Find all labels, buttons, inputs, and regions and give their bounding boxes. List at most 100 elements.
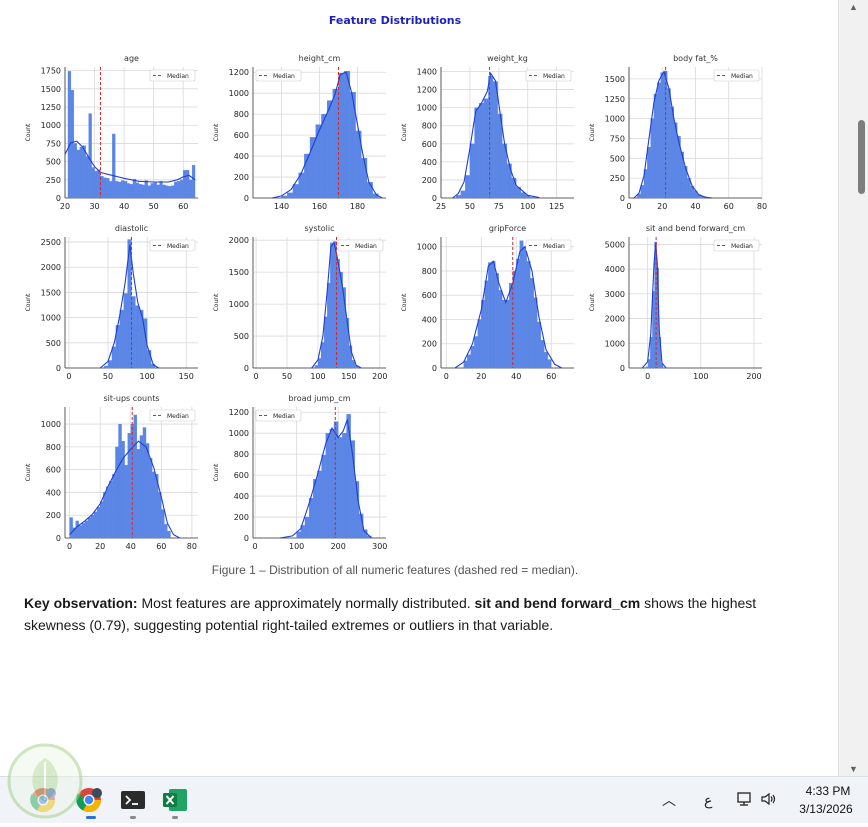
histogram-bar [88,517,91,538]
histogram-bar [164,524,167,538]
y-tick-label: 1000 [417,243,437,252]
histogram-bar [132,296,136,368]
histogram-bar [100,502,103,538]
x-tick-label: 300 [372,542,387,551]
histogram-bar [481,300,485,368]
histogram-bar [661,73,664,198]
y-axis-label: Count [25,463,32,481]
histogram-bar [124,181,127,198]
histogram-bar [112,347,116,368]
taskbar: ︿ ع 4:33 PM 3/13/2026 [0,776,868,823]
histogram-bar [650,337,652,368]
histogram-bar [493,81,498,198]
chevron-up-icon[interactable]: ︿ [662,790,676,810]
histogram-bar [106,487,109,538]
volume-icon[interactable] [760,790,778,813]
histogram-bar [465,175,470,198]
y-tick-label: 1200 [417,86,437,95]
x-tick-label: 0 [444,372,449,381]
histogram-bar [158,492,161,538]
y-tick-label: 2000 [229,236,249,245]
histogram-bar [657,83,660,198]
histogram-bar [534,298,538,368]
x-tick-label: 100 [310,372,325,381]
x-tick-label: 100 [289,542,304,551]
y-tick-label: 0 [56,194,61,203]
histogram-bar [326,433,330,538]
y-axis-label: Count [25,123,32,141]
y-tick-label: 200 [46,511,61,520]
y-tick-label: 1750 [41,67,61,76]
histogram-bar [327,101,333,198]
histogram-bar [492,261,496,368]
histogram-bar [133,179,136,198]
subplot-title: gripForce [489,224,526,233]
y-tick-label: 200 [422,340,437,349]
histogram-bar [109,481,112,538]
scroll-up-arrow-icon[interactable]: ▲ [839,0,868,14]
x-tick-label: 20 [95,542,105,551]
histogram-bar [157,185,160,198]
network-icon[interactable] [736,790,754,813]
histogram-bar [89,114,92,198]
histogram-bar [305,517,309,538]
histogram-bar [479,103,484,198]
histogram-bar [334,422,338,538]
key-observation: Key observation: Most features are appro… [24,592,784,636]
y-tick-label: 1000 [41,420,61,429]
y-tick-label: 500 [610,154,625,163]
histogram-bar [112,134,115,198]
subplot-title: age [124,54,139,63]
y-tick-label: 4000 [605,265,625,274]
vertical-scrollbar[interactable]: ▲ ▼ [838,0,868,776]
y-tick-label: 5000 [605,240,625,249]
histogram-bar [85,521,88,538]
y-tick-label: 600 [234,471,249,480]
scroll-thumb[interactable] [858,120,865,194]
clock-date[interactable]: 3/13/2026 [792,802,860,816]
x-tick-label: 80 [187,542,197,551]
subplot-title: weight_kg [487,54,528,63]
histogram-bar [330,243,333,368]
histogram-bar [146,443,149,538]
histogram-bar [530,278,534,368]
histogram-bar [321,114,327,198]
y-tick-label: 1250 [41,103,61,112]
histogram-bar [140,435,143,538]
x-tick-label: 100 [693,372,708,381]
histogram-bar [478,319,482,368]
histogram-bar [160,181,163,198]
excel-icon[interactable] [160,785,190,815]
histogram-bar [456,195,461,198]
histogram-bar [91,515,94,538]
leaf-logo-watermark [4,740,86,822]
y-tick-label: 400 [422,158,437,167]
legend-label: Median [731,73,753,80]
histogram-bar [120,310,124,368]
terminal-icon[interactable] [118,785,148,815]
histogram-bar [544,352,548,368]
histogram-bar [108,360,112,368]
histogram-bar [347,414,351,538]
histogram-bar [474,336,478,368]
histogram-bar [135,306,139,368]
x-tick-label: 100 [520,202,535,211]
x-tick-label: 60 [546,372,556,381]
histogram-bar [180,180,183,198]
y-tick-label: 2000 [605,315,625,324]
histogram-bar [527,261,531,368]
scroll-down-arrow-icon[interactable]: ▼ [839,762,868,776]
input-language-indicator[interactable]: ع [704,792,712,809]
histogram-bar [82,523,85,538]
histogram-bar [83,146,86,198]
histogram-bar [154,183,157,198]
histogram-bar [142,185,145,198]
clock-time[interactable]: 4:33 PM [796,784,860,798]
legend-label: Median [543,73,565,80]
histogram-bar [161,510,164,538]
legend-label: Median [355,243,377,250]
histogram-bar [315,365,318,368]
histogram-bar [282,196,288,198]
